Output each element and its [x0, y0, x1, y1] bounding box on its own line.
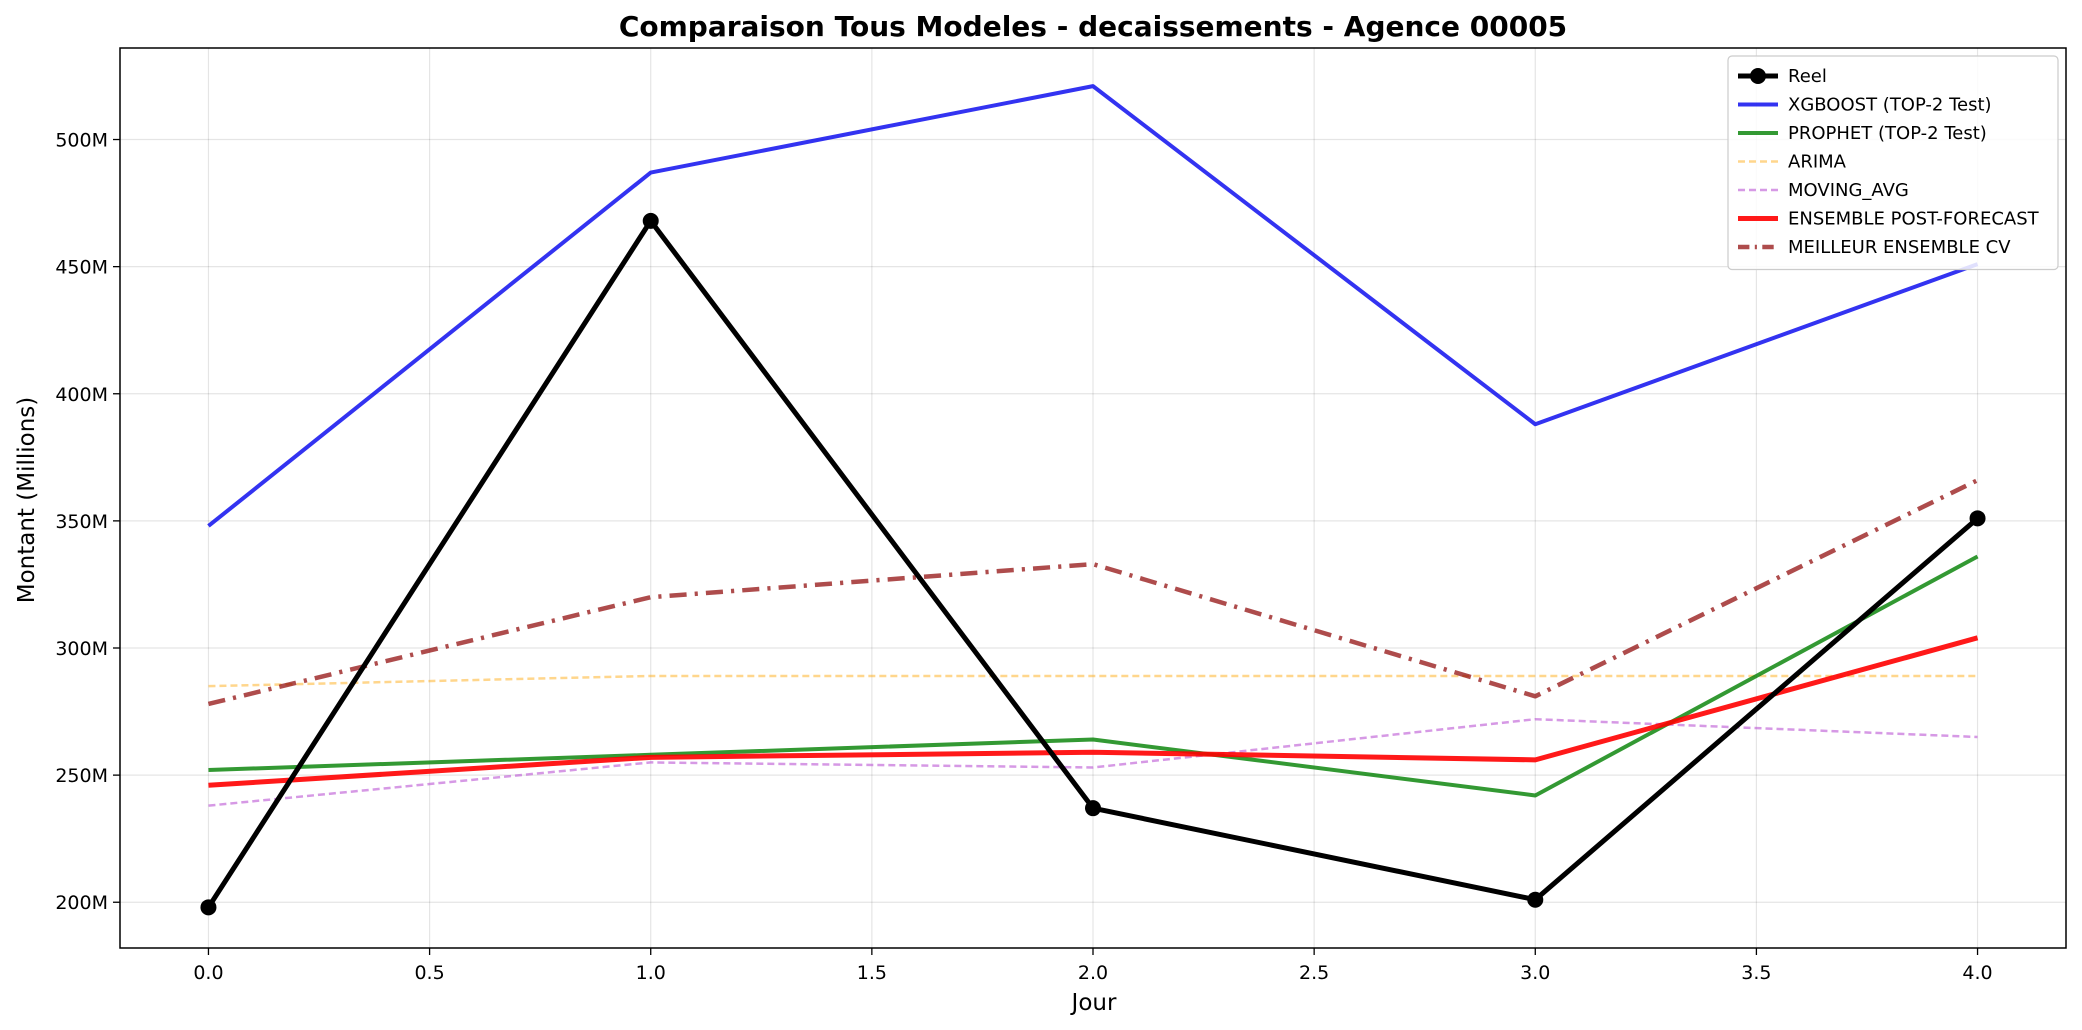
x-tick-label: 3.0 [1520, 962, 1550, 984]
series-reel [200, 212, 1986, 916]
legend-item: Reel [1738, 66, 1827, 87]
series-xgboost-top-2-test [207, 84, 1979, 528]
legend-label: ENSEMBLE POST-FORECAST [1788, 209, 2040, 230]
y-tick-label: 450M [55, 257, 108, 279]
legend: Reel XGBOOST (TOP-2 Test) PROPHET (TOP-2 T… [1727, 55, 2059, 271]
data-point [1969, 510, 1986, 527]
legend-label: PROPHET (TOP-2 Test) [1788, 123, 1987, 144]
series-meilleur-ensemble-cv [207, 478, 1979, 707]
legend-item: PROPHET (TOP-2 Test) [1738, 123, 1987, 144]
series-layer [200, 84, 1986, 916]
data-point [642, 212, 659, 229]
y-tick-label: 300M [55, 638, 108, 660]
y-tick-label: 350M [55, 511, 108, 533]
axes: 0.0 0.5 1.0 1.5 2.0 2.5 3.0 3.5 4.0 200M 250M 300M 3… [55, 130, 1992, 984]
series-line [208, 674, 1978, 688]
series-line [208, 717, 1978, 807]
x-tick-label: 1.0 [636, 962, 666, 984]
legend-item: MOVING_AVG [1738, 180, 1909, 201]
legend-item: ARIMA [1738, 152, 1847, 173]
legend-marker [1750, 68, 1766, 84]
legend-label: XGBOOST (TOP-2 Test) [1788, 95, 1992, 116]
x-tick-label: 0.5 [414, 962, 444, 984]
x-tick-label: 2.0 [1078, 962, 1108, 984]
y-axis-label: Montant (Millions) [14, 397, 40, 604]
series-line [207, 84, 1979, 528]
legend-label: Reel [1788, 66, 1827, 87]
x-tick-label: 4.0 [1962, 962, 1992, 984]
y-tick-label: 200M [55, 892, 108, 914]
legend-label: MOVING_AVG [1788, 180, 1909, 201]
y-tick-label: 500M [55, 130, 108, 152]
legend-label: ARIMA [1788, 152, 1847, 173]
series-moving-avg [208, 717, 1978, 807]
data-point [1085, 800, 1101, 817]
series-line [207, 478, 1979, 707]
series-arima [208, 674, 1978, 688]
legend-item: MEILLEUR ENSEMBLE CV [1738, 237, 2011, 258]
series-line [208, 554, 1979, 798]
data-point [1527, 891, 1544, 908]
x-tick-label: 1.5 [857, 962, 887, 984]
legend-label: MEILLEUR ENSEMBLE CV [1788, 237, 2011, 258]
series-line [208, 635, 1979, 788]
series-prophet-top-2-test [208, 554, 1979, 798]
x-axis-label: Jour [1070, 990, 1117, 1016]
data-point [200, 899, 217, 916]
x-tick-label: 0.0 [193, 962, 223, 984]
y-tick-label: 250M [55, 765, 108, 787]
legend-item: ENSEMBLE POST-FORECAST [1738, 209, 2040, 230]
x-tick-label: 3.5 [1741, 962, 1771, 984]
series-ensemble-post-forecast [208, 635, 1979, 788]
legend-item: XGBOOST (TOP-2 Test) [1738, 95, 1992, 116]
chart-title: Comparaison Tous Modeles - decaissements… [619, 10, 1567, 43]
x-tick-label: 2.5 [1299, 962, 1329, 984]
legend-box [1727, 55, 2059, 271]
y-tick-label: 400M [55, 384, 108, 406]
